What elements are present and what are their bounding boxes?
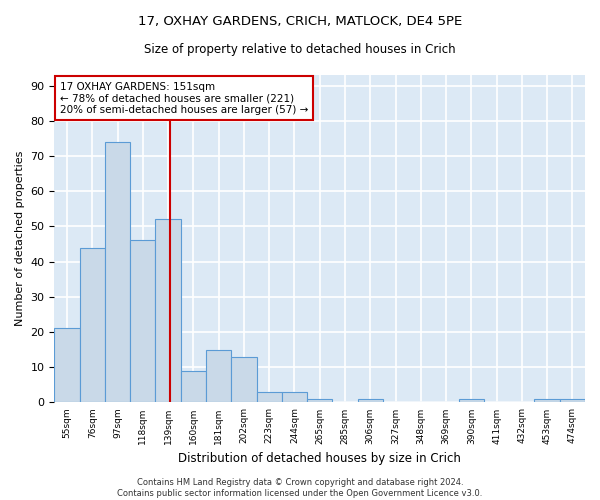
X-axis label: Distribution of detached houses by size in Crich: Distribution of detached houses by size … (178, 452, 461, 465)
Bar (206, 350, 231, 403)
Y-axis label: Number of detached properties: Number of detached properties (15, 151, 25, 326)
Bar (181, 370, 206, 402)
Bar (535, 399, 560, 402)
Bar (231, 356, 257, 403)
Text: 17 OXHAY GARDENS: 151sqm
← 78% of detached houses are smaller (221)
20% of semi-: 17 OXHAY GARDENS: 151sqm ← 78% of detach… (60, 82, 308, 114)
Text: 17, OXHAY GARDENS, CRICH, MATLOCK, DE4 5PE: 17, OXHAY GARDENS, CRICH, MATLOCK, DE4 5… (138, 15, 462, 28)
Text: Contains HM Land Registry data © Crown copyright and database right 2024.
Contai: Contains HM Land Registry data © Crown c… (118, 478, 482, 498)
Text: Size of property relative to detached houses in Crich: Size of property relative to detached ho… (144, 42, 456, 56)
Bar (130, 240, 155, 402)
Bar (358, 399, 383, 402)
Bar (155, 220, 181, 402)
Bar (560, 399, 585, 402)
Bar (80, 248, 105, 402)
Bar (257, 392, 282, 402)
Bar (458, 399, 484, 402)
Bar (282, 392, 307, 402)
Bar (105, 142, 130, 403)
Bar (55, 328, 80, 402)
Bar (307, 399, 332, 402)
